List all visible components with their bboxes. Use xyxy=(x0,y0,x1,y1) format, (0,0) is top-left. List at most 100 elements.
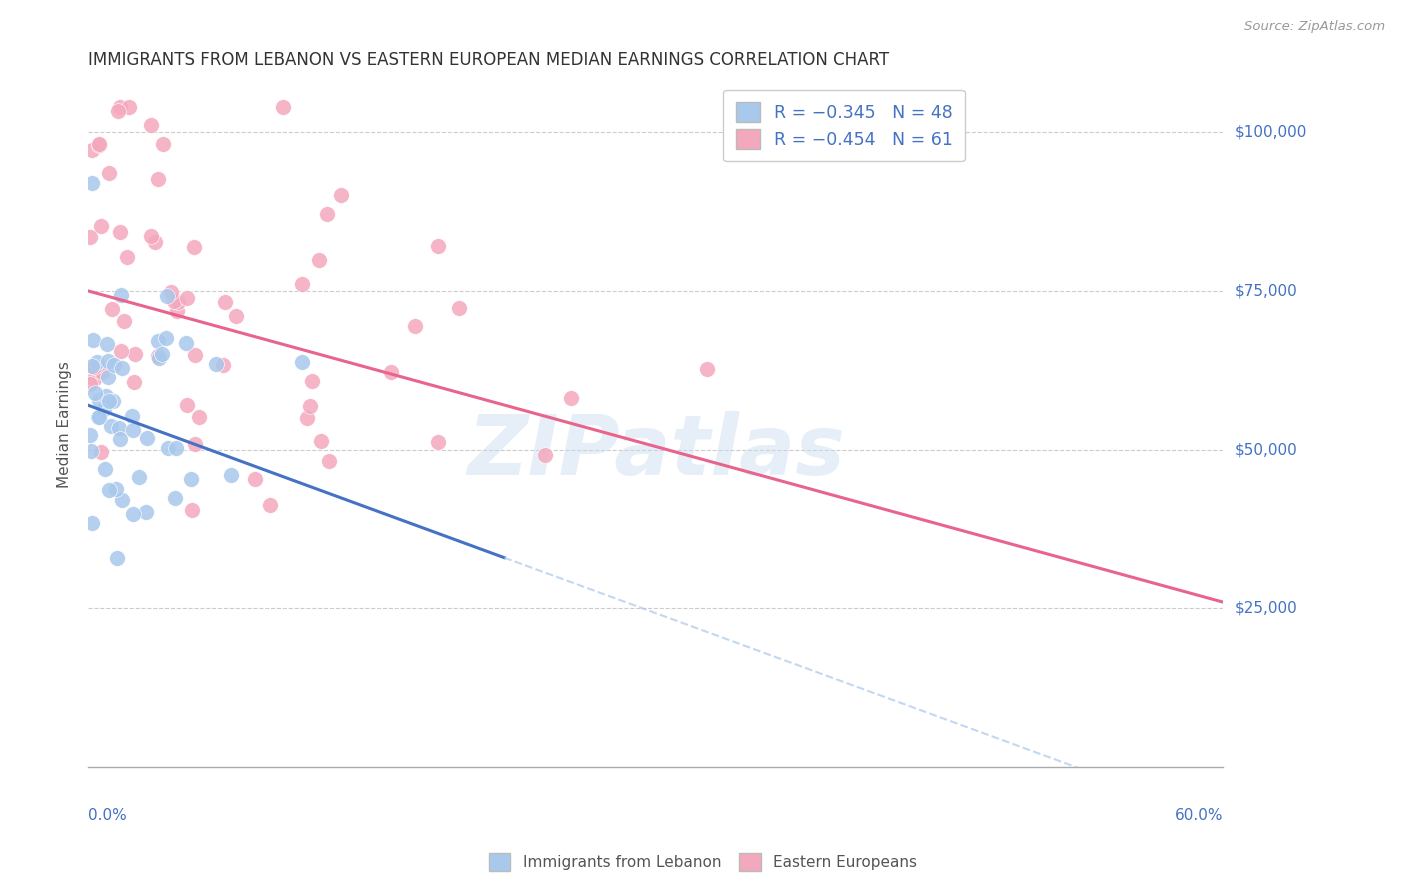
Point xyxy=(98,393,121,408)
Point xyxy=(156,289,179,303)
Point xyxy=(87,409,110,424)
Point xyxy=(329,188,352,202)
Point xyxy=(80,516,103,530)
Point xyxy=(115,250,138,264)
Text: $75,000: $75,000 xyxy=(1234,284,1296,299)
Point xyxy=(122,375,145,389)
Point xyxy=(291,277,314,292)
Point xyxy=(225,310,247,324)
Point xyxy=(427,434,450,449)
Point xyxy=(311,434,333,448)
Point xyxy=(98,483,121,498)
Point xyxy=(183,240,205,254)
Point xyxy=(79,428,101,442)
Point xyxy=(150,346,173,360)
Point xyxy=(87,138,110,153)
Point xyxy=(79,230,101,244)
Point xyxy=(183,436,205,450)
Point xyxy=(110,344,132,359)
Point xyxy=(180,503,202,517)
Point xyxy=(110,433,132,447)
Point xyxy=(111,360,134,375)
Point xyxy=(180,472,202,486)
Text: Source: ZipAtlas.com: Source: ZipAtlas.com xyxy=(1244,20,1385,33)
Point xyxy=(146,349,169,363)
Point xyxy=(97,354,120,368)
Point xyxy=(107,103,129,118)
Point xyxy=(176,291,198,305)
Point xyxy=(148,351,170,365)
Point xyxy=(108,100,131,114)
Point xyxy=(152,137,174,152)
Point xyxy=(128,469,150,483)
Point xyxy=(83,372,105,386)
Point xyxy=(205,358,228,372)
Point xyxy=(696,361,718,376)
Point xyxy=(184,348,207,362)
Point xyxy=(187,409,209,424)
Point xyxy=(380,364,402,378)
Point xyxy=(90,444,112,458)
Point xyxy=(96,336,118,351)
Point xyxy=(146,334,169,348)
Point xyxy=(110,287,132,301)
Point xyxy=(112,313,135,327)
Text: $100,000: $100,000 xyxy=(1234,125,1306,140)
Legend: R = −0.345   N = 48, R = −0.454   N = 61: R = −0.345 N = 48, R = −0.454 N = 61 xyxy=(724,90,965,161)
Point xyxy=(135,505,157,519)
Point xyxy=(94,462,117,476)
Point xyxy=(100,419,122,434)
Point xyxy=(80,359,103,373)
Point xyxy=(83,360,105,375)
Point xyxy=(80,176,103,190)
Point xyxy=(295,410,318,425)
Point xyxy=(155,331,177,345)
Point xyxy=(318,454,340,468)
Point xyxy=(219,468,242,483)
Text: $50,000: $50,000 xyxy=(1234,442,1296,458)
Point xyxy=(315,207,337,221)
Text: 60.0%: 60.0% xyxy=(1174,808,1223,823)
Text: $25,000: $25,000 xyxy=(1234,601,1296,616)
Point xyxy=(83,385,105,400)
Point xyxy=(90,219,112,233)
Point xyxy=(176,398,198,412)
Legend: Immigrants from Lebanon, Eastern Europeans: Immigrants from Lebanon, Eastern Europea… xyxy=(479,844,927,880)
Point xyxy=(166,303,188,318)
Point xyxy=(122,507,145,521)
Point xyxy=(148,172,170,186)
Point xyxy=(93,402,115,417)
Point xyxy=(560,392,582,406)
Point xyxy=(176,335,198,350)
Point xyxy=(214,295,236,310)
Point xyxy=(165,441,187,455)
Point xyxy=(271,100,294,114)
Point xyxy=(80,444,103,458)
Point xyxy=(447,301,470,315)
Point xyxy=(160,285,183,299)
Point xyxy=(97,370,120,384)
Point xyxy=(534,448,557,462)
Point xyxy=(124,347,146,361)
Point xyxy=(122,423,145,437)
Point xyxy=(82,143,104,157)
Point xyxy=(87,136,110,151)
Point xyxy=(291,355,314,369)
Point xyxy=(135,431,157,445)
Point xyxy=(97,165,120,179)
Point xyxy=(90,366,112,380)
Point xyxy=(301,374,323,388)
Point xyxy=(156,442,179,456)
Point xyxy=(243,472,266,486)
Point xyxy=(111,492,134,507)
Text: ZIPatlas: ZIPatlas xyxy=(467,411,845,492)
Point xyxy=(101,393,124,408)
Point xyxy=(108,225,131,239)
Point xyxy=(103,359,125,373)
Point xyxy=(143,235,166,250)
Point xyxy=(163,293,186,308)
Point xyxy=(139,118,162,132)
Point xyxy=(404,319,426,334)
Point xyxy=(86,410,108,425)
Point xyxy=(427,239,450,253)
